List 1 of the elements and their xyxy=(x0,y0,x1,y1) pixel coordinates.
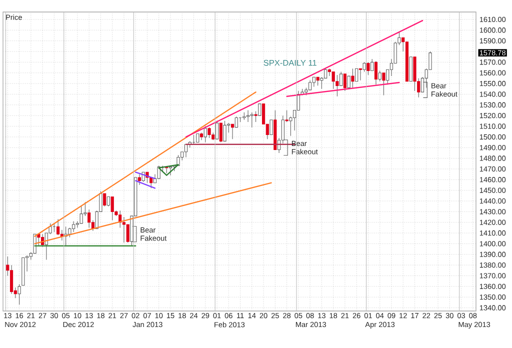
text: SPX-DAILY 11 xyxy=(264,60,316,66)
